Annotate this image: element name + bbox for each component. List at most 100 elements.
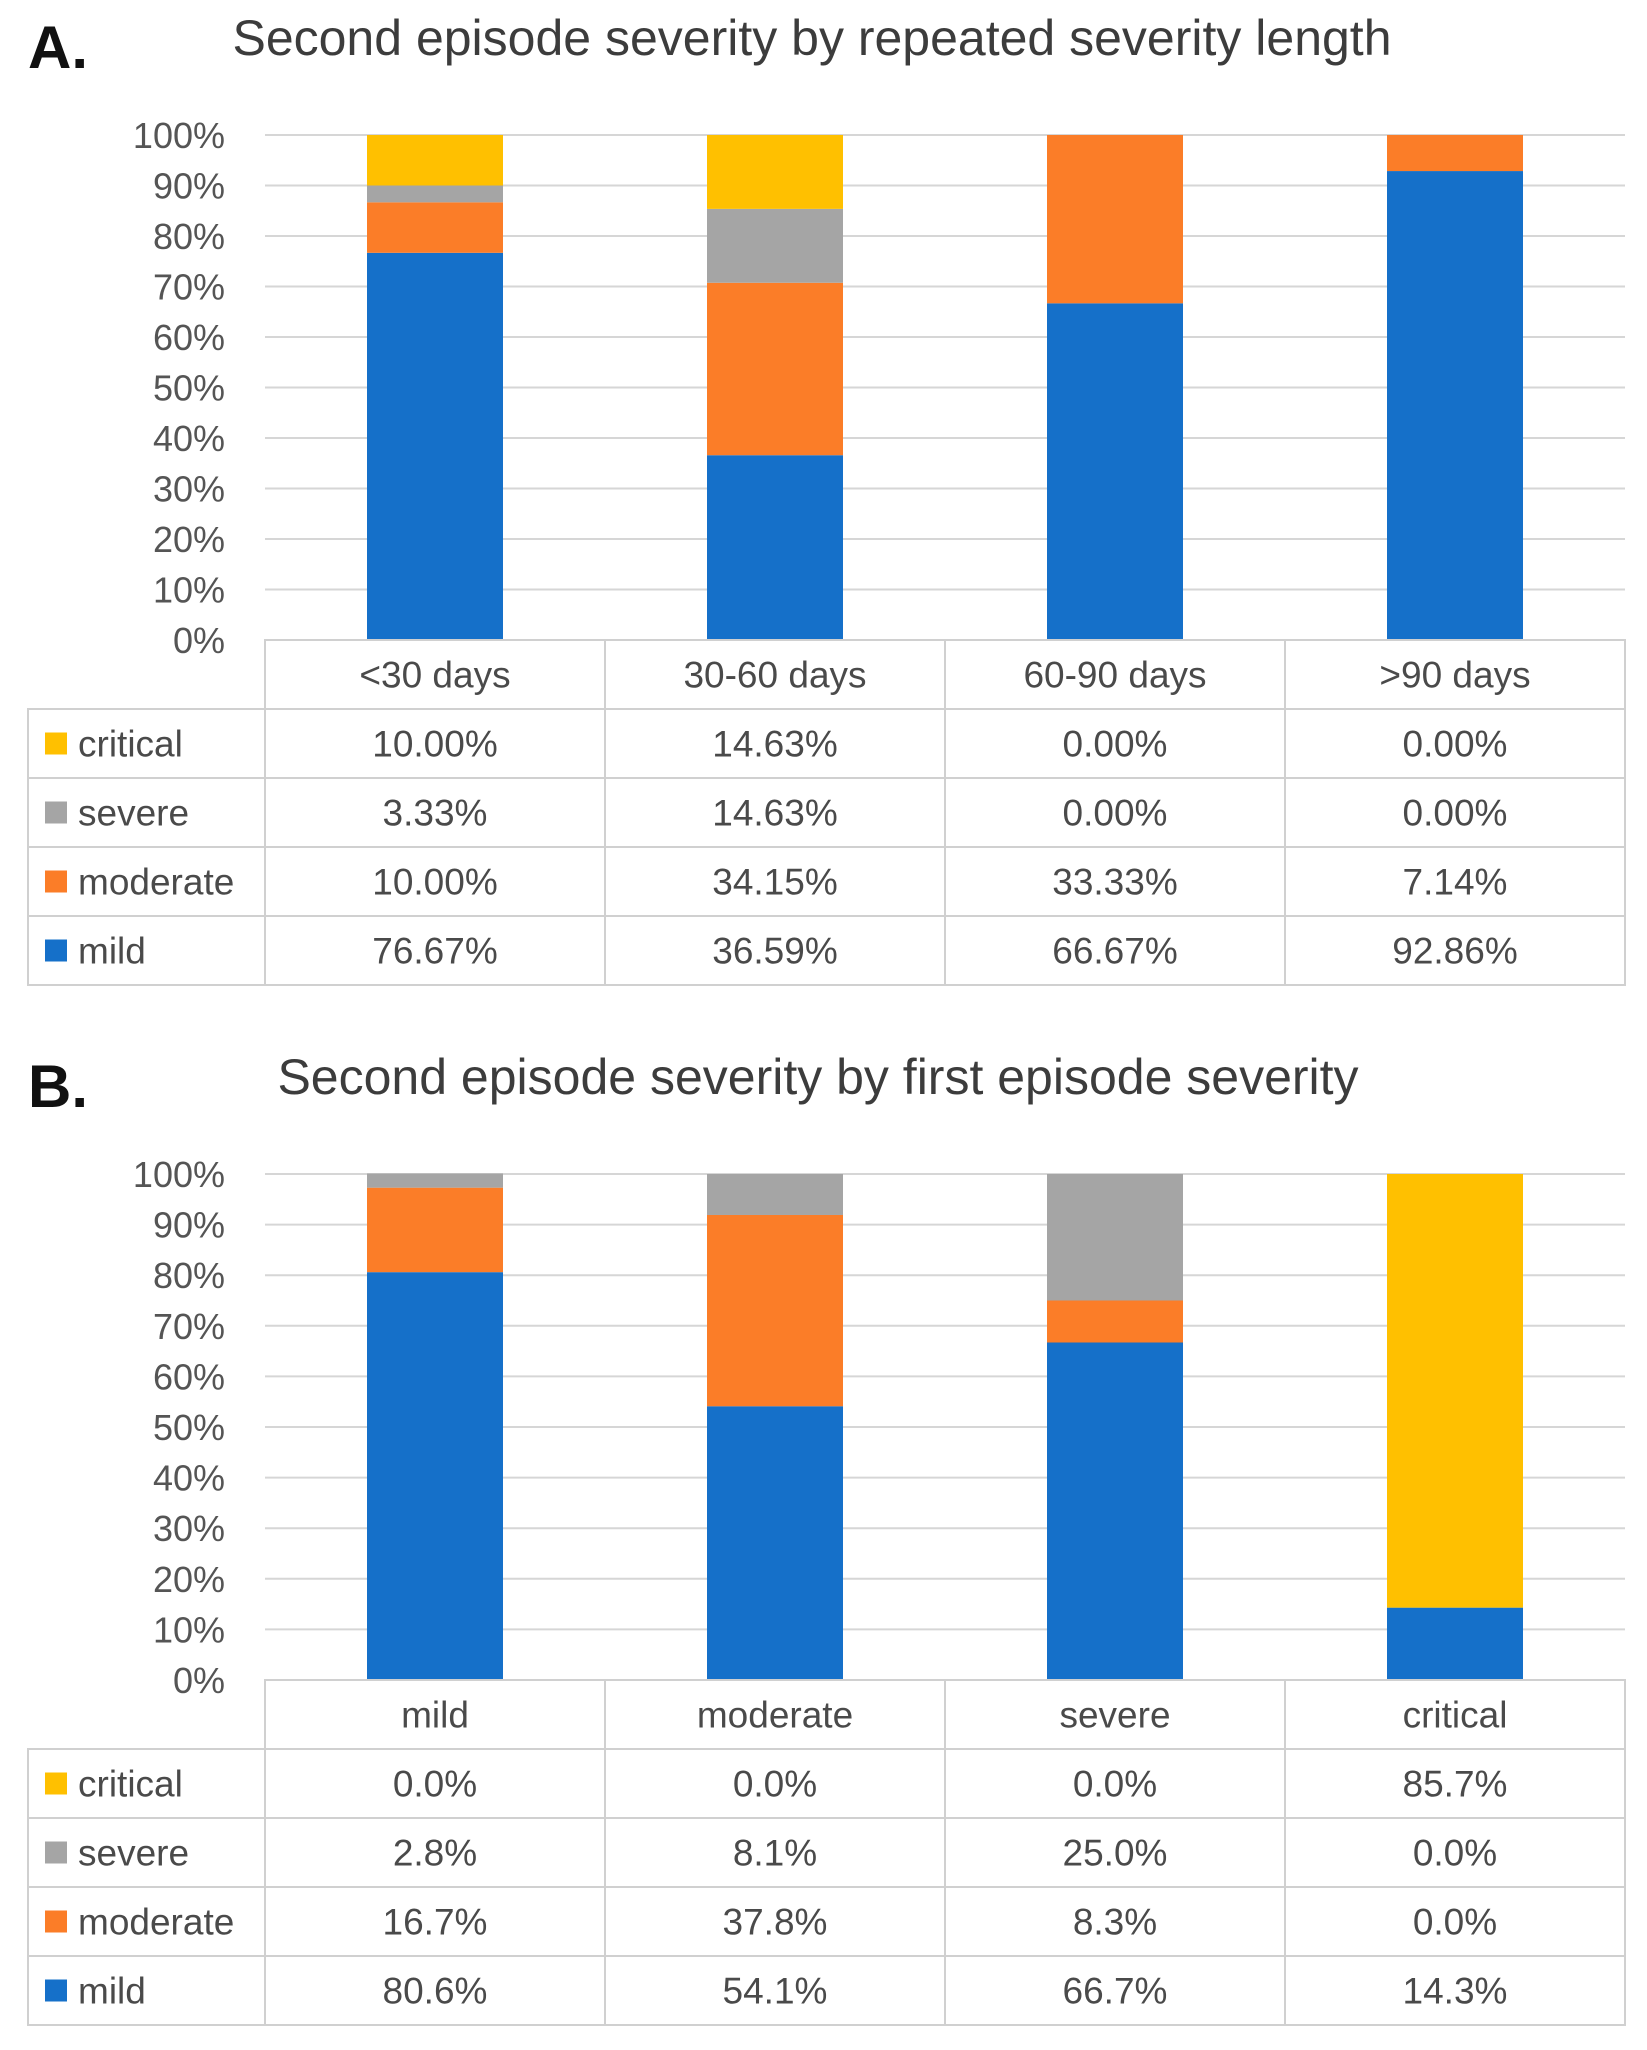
data-label: 0.0% <box>1413 1902 1497 1943</box>
data-label: 76.67% <box>372 931 498 972</box>
y-tick-label: 50% <box>153 368 225 409</box>
y-tick-label: 70% <box>153 267 225 308</box>
y-tick-label: 100% <box>133 1154 225 1195</box>
data-label: 34.15% <box>712 862 838 903</box>
bar-severe <box>707 1174 843 1215</box>
data-label: 10.00% <box>372 724 498 765</box>
y-tick-label: 20% <box>153 519 225 560</box>
legend-swatch-mild <box>45 939 67 962</box>
y-tick-label: 30% <box>153 469 225 510</box>
legend-label-critical: critical <box>78 724 183 765</box>
bar-moderate <box>367 1187 503 1273</box>
data-label: 0.0% <box>1073 1764 1157 1805</box>
data-label: 0.0% <box>733 1764 817 1805</box>
data-label: 3.33% <box>383 793 488 834</box>
data-label: 2.8% <box>393 1833 477 1874</box>
data-label: 80.6% <box>383 1971 488 2012</box>
y-tick-label: 40% <box>153 418 225 459</box>
x-tick-label: 60-90 days <box>1023 655 1206 696</box>
bar-severe <box>707 208 843 283</box>
bar-moderate <box>1047 135 1183 304</box>
y-tick-label: 80% <box>153 216 225 257</box>
legend-label-mild: mild <box>78 1971 146 2012</box>
bar-mild <box>1387 1607 1523 1680</box>
legend-swatch-moderate <box>45 1910 67 1933</box>
y-tick-label: 60% <box>153 1356 225 1397</box>
y-tick-label: 10% <box>153 570 225 611</box>
data-label: 0.0% <box>393 1764 477 1805</box>
legend-swatch-mild <box>45 1979 67 2002</box>
bar-critical <box>1387 1174 1523 1608</box>
bar-mild <box>1047 1342 1183 1680</box>
x-tick-label: >90 days <box>1379 655 1530 696</box>
data-label: 8.1% <box>733 1833 817 1874</box>
legend-swatch-moderate <box>45 870 67 893</box>
data-label: 0.0% <box>1413 1833 1497 1874</box>
y-tick-label: 50% <box>153 1407 225 1448</box>
bar-severe <box>367 185 503 203</box>
data-label: 54.1% <box>723 1971 828 2012</box>
panel-label: A. <box>28 14 88 81</box>
x-tick-label: mild <box>401 1695 469 1736</box>
chart-title: Second episode severity by first episode… <box>277 1049 1358 1105</box>
bar-mild <box>367 252 503 640</box>
legend-label-moderate: moderate <box>78 1902 234 1943</box>
data-label: 0.00% <box>1063 793 1168 834</box>
data-label: 14.63% <box>712 793 838 834</box>
y-tick-label: 40% <box>153 1458 225 1499</box>
y-tick-label: 0% <box>173 620 225 661</box>
data-label: 0.00% <box>1403 793 1508 834</box>
x-tick-label: 30-60 days <box>683 655 866 696</box>
bar-critical <box>707 135 843 209</box>
bar-moderate <box>707 1214 843 1407</box>
y-tick-label: 90% <box>153 1205 225 1246</box>
bar-mild <box>1387 171 1523 640</box>
bar-moderate <box>707 282 843 456</box>
data-label: 10.00% <box>372 862 498 903</box>
legend-label-mild: mild <box>78 931 146 972</box>
y-tick-label: 30% <box>153 1508 225 1549</box>
bar-mild <box>707 455 843 640</box>
data-label: 14.63% <box>712 724 838 765</box>
bar-mild <box>707 1406 843 1680</box>
data-label: 7.14% <box>1403 862 1508 903</box>
legend-swatch-severe <box>45 1841 67 1864</box>
bar-severe <box>1047 1174 1183 1301</box>
data-label: 66.7% <box>1063 1971 1168 2012</box>
legend-swatch-critical <box>45 1772 67 1795</box>
bar-moderate <box>1387 135 1523 172</box>
legend-label-severe: severe <box>78 793 189 834</box>
data-label: 16.7% <box>383 1902 488 1943</box>
chart-panel-b: B. Second episode severity by first episo… <box>27 1049 1626 2026</box>
y-tick-label: 10% <box>153 1609 225 1650</box>
data-label: 33.33% <box>1052 862 1178 903</box>
data-label: 25.0% <box>1063 1833 1168 1874</box>
bar-severe <box>367 1173 503 1188</box>
bar-moderate <box>367 202 503 253</box>
legend-swatch-critical <box>45 732 67 755</box>
data-label: 8.3% <box>1073 1902 1157 1943</box>
x-tick-label: <30 days <box>359 655 510 696</box>
x-tick-label: moderate <box>697 1695 853 1736</box>
data-label: 14.3% <box>1403 1971 1508 2012</box>
y-tick-label: 100% <box>133 115 225 156</box>
legend-label-moderate: moderate <box>78 862 234 903</box>
data-label: 0.00% <box>1063 724 1168 765</box>
bar-mild <box>367 1272 503 1680</box>
y-tick-label: 80% <box>153 1255 225 1296</box>
data-label: 36.59% <box>712 931 838 972</box>
legend-swatch-severe <box>45 801 67 824</box>
y-tick-label: 0% <box>173 1660 225 1701</box>
bar-critical <box>367 135 503 186</box>
data-label: 37.8% <box>723 1902 828 1943</box>
bar-mild <box>1047 303 1183 640</box>
y-tick-label: 60% <box>153 317 225 358</box>
y-tick-label: 20% <box>153 1559 225 1600</box>
chart-title: Second episode severity by repeated seve… <box>232 10 1391 66</box>
legend-label-severe: severe <box>78 1833 189 1874</box>
y-tick-label: 90% <box>153 166 225 207</box>
data-label: 0.00% <box>1403 724 1508 765</box>
data-label: 66.67% <box>1052 931 1178 972</box>
y-tick-label: 70% <box>153 1306 225 1347</box>
